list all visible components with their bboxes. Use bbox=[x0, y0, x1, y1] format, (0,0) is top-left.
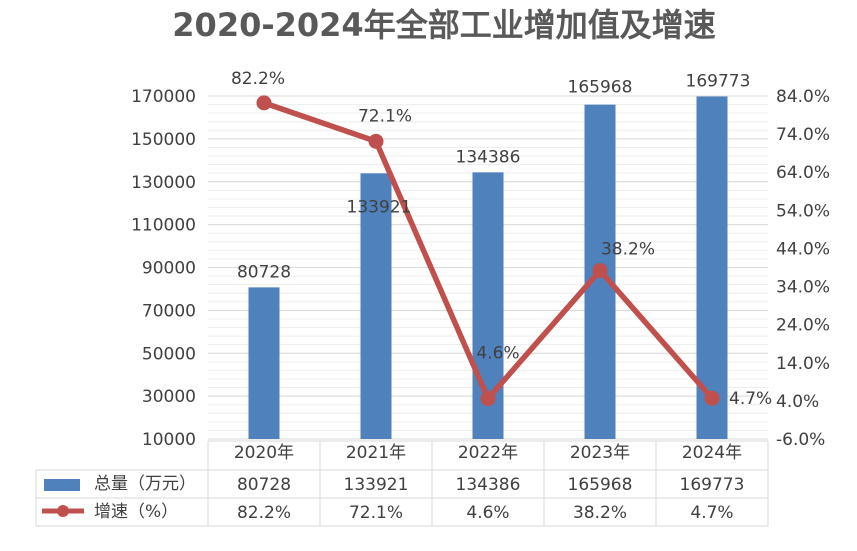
y-left-tick-label: 30000 bbox=[142, 387, 196, 407]
y-left-tick-label: 110000 bbox=[131, 216, 196, 236]
table-cell: 134386 bbox=[456, 475, 521, 495]
category-label: 2020年 bbox=[234, 443, 294, 463]
line-data-label: 38.2% bbox=[601, 240, 655, 260]
category-label: 2021年 bbox=[346, 443, 406, 463]
y-right-tick-label: 74.0% bbox=[776, 125, 830, 145]
legend-line-name: 增速（%） bbox=[94, 502, 178, 522]
table-cell: 4.6% bbox=[466, 503, 509, 523]
line-series bbox=[256, 95, 720, 407]
line-data-label: 72.1% bbox=[358, 106, 412, 126]
y-right-tick-label: 14.0% bbox=[776, 354, 830, 374]
legend-bar-key bbox=[44, 479, 80, 491]
y-right-tick-label: 44.0% bbox=[776, 239, 830, 259]
table-cell: 4.7% bbox=[690, 503, 733, 523]
legend-bar-name: 总量（万元） bbox=[94, 474, 196, 494]
axes: 10000 30000 50000 70000 90000 110000 130000 150… bbox=[131, 87, 830, 450]
line-point bbox=[368, 133, 384, 149]
category-label: 2023年 bbox=[570, 443, 630, 463]
bar-data-label: 133921 bbox=[347, 197, 412, 217]
table-cell: 82.2% bbox=[237, 503, 291, 523]
category-label: 2022年 bbox=[458, 443, 518, 463]
line-point bbox=[256, 95, 272, 111]
line-data-label: 82.2% bbox=[231, 69, 285, 89]
y-left-tick-label: 130000 bbox=[131, 173, 196, 193]
bar-data-label: 134386 bbox=[456, 147, 521, 167]
line-data-label: 4.7% bbox=[729, 389, 772, 409]
table-cell: 80728 bbox=[237, 475, 291, 495]
y-right-tick-label: 84.0% bbox=[776, 87, 830, 107]
line-point bbox=[592, 263, 608, 279]
table-cell: 38.2% bbox=[573, 503, 627, 523]
y-right-tick-label: -6.0% bbox=[776, 430, 825, 450]
y-left-tick-label: 150000 bbox=[131, 130, 196, 150]
y-right-tick-label: 64.0% bbox=[776, 163, 830, 183]
line-point bbox=[704, 390, 720, 406]
bar bbox=[360, 173, 392, 439]
legend-line-marker bbox=[57, 505, 69, 517]
table-cell: 165968 bbox=[568, 475, 633, 495]
line-point bbox=[480, 391, 496, 407]
data-labels: 80728 133921 134386 165968 169773 82.2% 72.1% 4… bbox=[231, 69, 772, 409]
bar-data-label: 169773 bbox=[686, 71, 751, 91]
y-left-tick-label: 170000 bbox=[131, 87, 196, 107]
bar-data-label: 80728 bbox=[237, 262, 291, 282]
chart-title: 2020-2024年全部工业增加值及增速 bbox=[172, 6, 715, 44]
table-cell: 133921 bbox=[344, 475, 409, 495]
bar bbox=[248, 287, 280, 439]
category-label: 2024年 bbox=[682, 443, 742, 463]
table-cell: 169773 bbox=[680, 475, 745, 495]
bar-data-label: 165968 bbox=[568, 78, 633, 98]
y-right-tick-label: 4.0% bbox=[776, 392, 819, 412]
line-data-label: 4.6% bbox=[476, 344, 519, 364]
table-cell: 72.1% bbox=[349, 503, 403, 523]
y-right-tick-label: 54.0% bbox=[776, 201, 830, 221]
y-right-tick-label: 34.0% bbox=[776, 278, 830, 298]
y-right-tick-label: 24.0% bbox=[776, 316, 830, 336]
y-left-tick-label: 70000 bbox=[142, 301, 196, 321]
y-left-tick-label: 50000 bbox=[142, 344, 196, 364]
bar bbox=[696, 96, 728, 439]
y-left-tick-label: 10000 bbox=[142, 430, 196, 450]
y-left-tick-label: 90000 bbox=[142, 259, 196, 279]
